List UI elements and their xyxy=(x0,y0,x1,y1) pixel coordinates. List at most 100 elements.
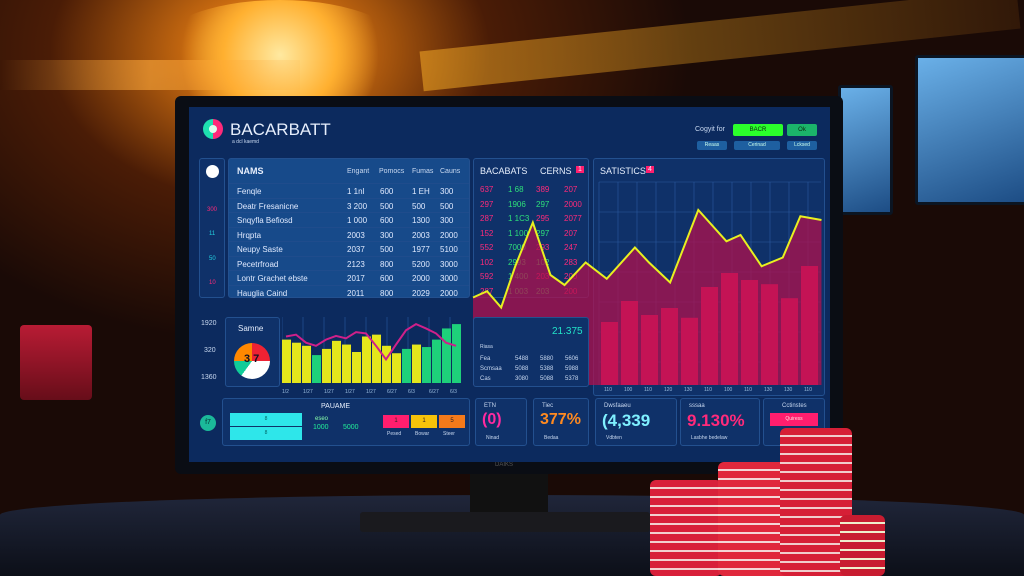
table-row[interactable]: Lontr Grachet ebste 2017 600 2000 3000 xyxy=(229,270,469,284)
mid-cell: 297 xyxy=(480,199,494,209)
user-icon[interactable] xyxy=(206,165,219,178)
rail-label: 10 xyxy=(209,280,216,286)
bar xyxy=(332,340,341,383)
chip-button[interactable]: 1 xyxy=(411,415,437,428)
table-row[interactable]: Snqyfla Befiosd 1 000 600 1300 300 xyxy=(229,212,469,226)
table-cell: 2123 xyxy=(347,259,365,269)
mid-cell: 297 xyxy=(536,199,550,209)
table-cell: Hrqpta xyxy=(237,230,262,240)
table-cell: 5200 xyxy=(412,259,430,269)
axis-label: 320 xyxy=(204,347,216,354)
table-row[interactable]: Fenqle 1 1nl 600 1 EH 300 xyxy=(229,183,469,197)
table-cell: Lontr Grachet ebste xyxy=(237,274,308,283)
axis-label: 1920 xyxy=(201,320,217,327)
table-cell: 2003 xyxy=(412,230,430,240)
bar xyxy=(352,352,361,383)
action-button[interactable]: Quiress xyxy=(770,413,818,426)
bar xyxy=(432,339,441,383)
mid-cell: 207 xyxy=(564,228,578,238)
ceiling-light xyxy=(0,60,300,90)
app-logo xyxy=(203,119,223,139)
card-title: ETN xyxy=(484,403,496,409)
mid-cell: 200 xyxy=(564,272,578,281)
mid-cell: 1 1C3 xyxy=(508,214,530,223)
bar xyxy=(342,344,351,383)
metric-cell: 5088 xyxy=(515,366,529,372)
table-cell: 3000 xyxy=(440,259,458,269)
x-tick-label: 1/2 xyxy=(282,389,289,395)
bar xyxy=(312,355,321,383)
data-table: NAMS Engant Pomocs Fumas Cauns Fenqle 1 1… xyxy=(228,158,470,298)
metric-cell: 5488 xyxy=(515,356,529,362)
monitor-stand xyxy=(470,470,548,515)
table-cell: Pecetrfroad xyxy=(237,259,279,269)
panel-title: Samne xyxy=(238,324,264,333)
card-value: (4,339 xyxy=(602,411,651,430)
tab-2[interactable]: Cerinad xyxy=(734,141,780,150)
wall-tv xyxy=(838,85,893,215)
x-tick-label: 130 xyxy=(684,387,693,393)
x-tick-label: 130 xyxy=(784,387,793,393)
tab-1[interactable]: Reaas xyxy=(697,141,727,150)
stat-card: sssaa 9.130% Lasbhe bedelaw xyxy=(680,398,760,446)
table-cell: 2000 xyxy=(412,274,430,283)
mid-cell: 1 100 xyxy=(508,228,529,238)
bar xyxy=(372,334,381,383)
green-button[interactable]: BACR xyxy=(733,124,783,136)
input-field[interactable]: 8 xyxy=(230,413,302,426)
mid-cell: 247 xyxy=(564,243,578,252)
table-row[interactable]: Hauglia Caind 2011 800 2029 2000 xyxy=(229,284,469,299)
mid-cell: 102 xyxy=(480,257,494,267)
card-title: Tiec xyxy=(542,403,554,409)
table-row[interactable]: Deatr Fresanicne 3 200 500 500 500 xyxy=(229,197,469,212)
metric-cell: 5378 xyxy=(565,376,579,382)
monitor-base xyxy=(360,512,650,532)
tab-3[interactable]: Lcksed xyxy=(787,141,817,150)
x-tick-label: 1/27 xyxy=(324,389,334,395)
x-tick-label: 120 xyxy=(664,387,673,393)
table-cell: 600 xyxy=(380,216,394,225)
bar xyxy=(422,347,431,383)
bar xyxy=(442,328,451,383)
table-cell: Deatr Fresanicne xyxy=(237,201,299,211)
table-row[interactable]: Hrqpta 2003 300 2003 2000 xyxy=(229,226,469,241)
metric-cell: 5988 xyxy=(565,366,579,372)
bar xyxy=(402,348,411,383)
card-title: sssaa xyxy=(689,403,705,409)
card-value: 9.130% xyxy=(687,411,745,430)
mid-cell: 287 xyxy=(480,214,494,223)
panel-title: SATISTICS xyxy=(600,166,646,176)
x-tick-label: 6/3 xyxy=(408,389,415,395)
bar xyxy=(382,345,391,383)
dashboard-screen: BACARBATT a dcl kaemd Cogyit for BACR Ok… xyxy=(189,107,830,462)
table-cell: 1 000 xyxy=(347,216,368,225)
table-cell: 300 xyxy=(380,230,394,240)
card-label: Vdbten xyxy=(606,435,622,441)
chip-stack xyxy=(840,515,885,576)
x-tick-label: 6/3 xyxy=(450,389,457,395)
table-cell: Hauglia Caind xyxy=(237,288,288,298)
panel-title: BACABATS xyxy=(480,166,528,176)
metric-cell: 5088 xyxy=(540,376,554,382)
x-tick-label: 110 xyxy=(644,387,652,393)
table-row[interactable]: Pecetrfroad 2123 800 5200 3000 xyxy=(229,255,469,270)
input-field[interactable]: 8 xyxy=(230,427,302,440)
filter-icon[interactable]: f7 xyxy=(200,415,216,431)
bar xyxy=(362,336,371,383)
table-cell: 2037 xyxy=(347,245,365,254)
table-cell: 2017 xyxy=(347,274,365,283)
chip-button[interactable]: 5 xyxy=(439,415,465,428)
mid-cell: 1 68 xyxy=(508,185,524,194)
stat-card: Tiec 377% Bedaa xyxy=(533,398,589,446)
table-cell: 2011 xyxy=(347,288,365,298)
ok-button[interactable]: Ok xyxy=(787,124,817,136)
metric-cell: 5606 xyxy=(565,356,579,362)
chip-label: Pesed xyxy=(387,431,402,437)
mid-cell: 389 xyxy=(536,185,550,194)
table-row[interactable]: Neupy Saste 2037 500 1977 5100 xyxy=(229,241,469,255)
x-tick-label: 1/27 xyxy=(345,389,355,395)
chip-button[interactable]: 1 xyxy=(383,415,409,428)
axis-label: 1360 xyxy=(201,374,217,381)
metric-cell: Cas xyxy=(480,376,491,382)
mid-cell: 1906 xyxy=(508,199,526,209)
